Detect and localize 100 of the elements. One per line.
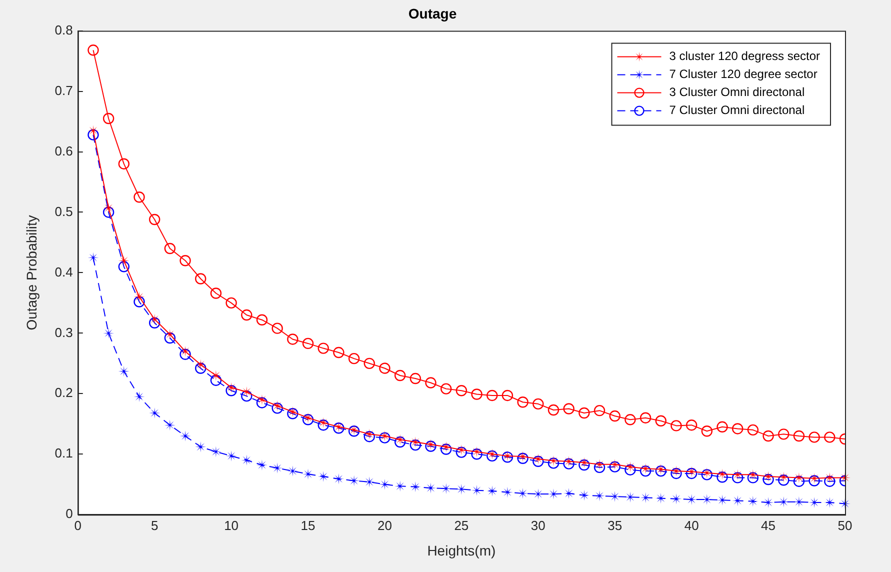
point — [226, 450, 237, 462]
point — [364, 358, 375, 370]
x-axis-title: Heights(m) — [427, 542, 496, 558]
point — [226, 297, 237, 309]
point — [824, 476, 836, 487]
point — [180, 255, 191, 266]
y-tick-label: 0.6 — [54, 143, 73, 158]
point — [808, 432, 820, 443]
point — [241, 454, 252, 466]
point — [88, 44, 99, 56]
legend-label: 7 Cluster Omni directonal — [669, 103, 805, 118]
point — [102, 112, 114, 124]
point — [210, 446, 222, 458]
point — [134, 192, 145, 203]
point — [318, 471, 329, 482]
point — [793, 430, 805, 442]
point — [747, 424, 759, 436]
point — [502, 486, 513, 498]
x-tick-label: 30 — [530, 518, 546, 533]
point — [440, 383, 452, 394]
point — [578, 490, 590, 501]
point — [195, 441, 206, 452]
point — [195, 362, 206, 374]
point — [88, 252, 99, 264]
point — [532, 456, 544, 467]
point — [701, 426, 713, 437]
point — [256, 394, 268, 406]
point — [517, 396, 528, 408]
point — [716, 472, 728, 483]
chart-title: Outage — [408, 5, 457, 22]
point — [824, 432, 836, 443]
y-tick-label: 0.3 — [54, 324, 73, 340]
point — [102, 206, 114, 218]
point — [609, 490, 620, 502]
point — [624, 464, 636, 476]
point — [456, 385, 468, 396]
point — [148, 317, 160, 328]
point — [364, 430, 375, 442]
point — [241, 390, 252, 402]
point — [88, 129, 99, 140]
point — [333, 473, 344, 484]
point — [440, 444, 452, 455]
point — [732, 423, 744, 434]
point — [149, 314, 160, 325]
point — [394, 434, 406, 446]
point — [502, 390, 514, 402]
point — [318, 417, 329, 428]
point — [808, 475, 820, 486]
legend-label: 3 Cluster Omni directonal — [669, 85, 805, 100]
point — [256, 314, 268, 326]
point — [655, 415, 666, 426]
point — [716, 421, 728, 433]
point — [241, 386, 252, 398]
point — [410, 481, 421, 492]
x-tick-label: 25 — [454, 518, 469, 533]
point — [670, 468, 682, 480]
point — [609, 410, 620, 422]
point — [256, 460, 268, 471]
point — [88, 125, 99, 136]
point — [532, 453, 544, 464]
point — [195, 273, 206, 284]
point — [180, 348, 191, 360]
point — [471, 388, 482, 400]
x-tick-label: 15 — [300, 518, 316, 533]
y-tick-label: 0.1 — [54, 446, 73, 461]
point — [624, 461, 636, 472]
point — [118, 158, 130, 170]
point — [578, 459, 590, 471]
point — [302, 338, 314, 350]
point — [548, 458, 560, 469]
point — [594, 404, 606, 416]
x-tick-label: 50 — [838, 518, 852, 533]
point — [563, 403, 574, 414]
point — [532, 398, 544, 410]
point — [410, 436, 421, 448]
point — [256, 397, 268, 408]
point — [272, 322, 283, 334]
point — [670, 420, 682, 432]
point — [103, 202, 114, 214]
point — [548, 488, 559, 500]
point — [164, 420, 176, 431]
point — [226, 382, 237, 394]
point — [164, 242, 176, 254]
point — [348, 352, 360, 364]
point — [134, 391, 145, 402]
point — [563, 488, 574, 499]
point — [410, 372, 422, 384]
point — [210, 288, 222, 299]
x-tick-label: 5 — [150, 518, 158, 533]
point — [762, 430, 774, 442]
point — [563, 458, 574, 470]
point — [118, 261, 130, 272]
point — [578, 407, 590, 419]
y-tick-label: 0.2 — [54, 385, 73, 400]
point — [103, 328, 114, 339]
point — [609, 461, 620, 472]
point — [333, 346, 344, 358]
point — [318, 419, 329, 431]
x-tick-label: 40 — [684, 518, 699, 533]
point — [778, 474, 790, 486]
